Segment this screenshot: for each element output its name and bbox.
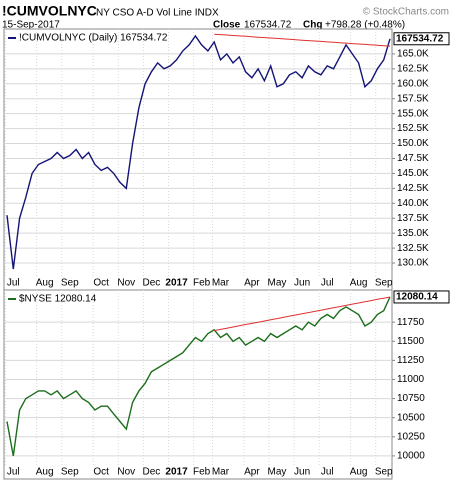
close-label: Close: [213, 20, 241, 31]
last-value-label: 12080.14: [396, 292, 438, 303]
trend-line: [214, 296, 391, 332]
x-tick-label: Oct: [93, 467, 109, 478]
y-tick-label: 10500: [397, 412, 425, 423]
y-tick-label: 130.0K: [397, 258, 429, 269]
description: NY CSO A-D Vol Line INDX: [96, 8, 219, 19]
x-tick-label: May: [268, 278, 287, 289]
panel: [3, 28, 393, 291]
x-tick-label: Sep: [375, 278, 393, 289]
y-tick-label: 140.0K: [397, 198, 429, 209]
x-tick-label: Apr: [244, 278, 260, 289]
x-tick-label: Mar: [212, 467, 230, 478]
symbol: !CUMVOLNYC: [2, 3, 97, 19]
x-tick-label: Feb: [193, 278, 211, 289]
trend-line: [214, 33, 391, 47]
x-tick-label: Jul: [7, 278, 20, 289]
x-tick-label: Aug: [36, 278, 54, 289]
y-tick-label: 135.0K: [397, 228, 429, 239]
y-tick-label: 10000: [397, 451, 425, 462]
x-tick-label: Oct: [93, 278, 109, 289]
y-tick-label: 11500: [397, 336, 425, 347]
x-tick-label: Jun: [294, 278, 310, 289]
x-tick-label: Aug: [350, 467, 368, 478]
close: 167534.72: [244, 20, 292, 31]
last-value-label: 167534.72: [396, 33, 444, 44]
x-tick-label: 2017: [165, 278, 188, 289]
x-tick-label: May: [268, 467, 287, 478]
x-tick-label: Jun: [294, 467, 310, 478]
x-tick-label: Aug: [36, 467, 54, 478]
x-tick-label: Aug: [350, 278, 368, 289]
x-tick-label: Jul: [321, 467, 334, 478]
data-line: [6, 296, 391, 457]
y-tick-label: 10750: [397, 393, 425, 404]
last-value-box: [393, 32, 450, 46]
x-tick-label: Sep: [61, 467, 79, 478]
x-tick-label: Jul: [321, 278, 334, 289]
y-tick-label: 142.5K: [397, 183, 429, 194]
legend-label: $NYSE 12080.14: [19, 294, 97, 305]
y-tick-label: 157.5K: [397, 93, 429, 104]
panel: [3, 289, 393, 480]
y-tick-label: 165.0K: [397, 49, 429, 60]
x-tick-label: Dec: [143, 467, 161, 478]
x-tick-label: Mar: [212, 278, 230, 289]
y-tick-label: 147.5K: [397, 153, 429, 164]
x-tick-label: Sep: [61, 278, 79, 289]
y-tick-label: 145.0K: [397, 168, 429, 179]
x-tick-label: Nov: [117, 278, 135, 289]
y-tick-label: 11250: [397, 355, 425, 366]
y-tick-label: 160.0K: [397, 78, 429, 89]
change: +798.28 (+0.48%): [325, 20, 405, 31]
y-tick-label: 10250: [397, 431, 425, 442]
y-tick-label: 162.5K: [397, 63, 429, 74]
change-label: Chg: [303, 20, 322, 31]
y-tick-label: 155.0K: [397, 108, 429, 119]
last-value-box: [393, 290, 450, 304]
x-tick-label: Sep: [375, 467, 393, 478]
x-tick-label: Apr: [244, 467, 260, 478]
y-tick-label: 137.5K: [397, 213, 429, 224]
x-tick-label: Jul: [7, 467, 20, 478]
y-tick-label: 11000: [397, 374, 425, 385]
y-tick-label: 150.0K: [397, 138, 429, 149]
date: 15-Sep-2017: [2, 20, 60, 31]
x-tick-label: 2017: [165, 467, 188, 478]
y-tick-label: 11750: [397, 317, 425, 328]
legend-label: !CUMVOLNYC (Daily) 167534.72: [19, 33, 168, 44]
x-tick-label: Nov: [117, 467, 135, 478]
source: © StockCharts.com: [363, 7, 449, 18]
data-line: [6, 34, 391, 270]
x-tick-label: Dec: [143, 278, 161, 289]
y-tick-label: 152.5K: [397, 123, 429, 134]
y-tick-label: 132.5K: [397, 243, 429, 254]
x-tick-label: Feb: [193, 467, 211, 478]
